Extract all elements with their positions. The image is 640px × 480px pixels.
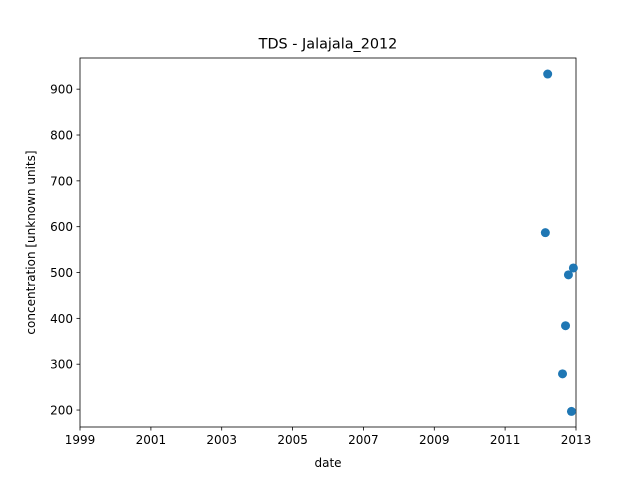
plot-frame [79,57,577,428]
x-axis: 1999 2001 2003 2005 2007 2009 2011 2013 [65,427,592,447]
data-point [561,321,571,331]
y-tick-label: 200 [50,404,73,418]
x-tick-label: 2007 [348,433,379,447]
y-tick-label: 500 [50,266,73,280]
data-point [568,263,578,273]
x-tick-label: 2003 [206,433,237,447]
y-tick-label: 400 [50,312,73,326]
x-tick-label: 2005 [277,433,308,447]
x-tick-label: 2011 [490,433,521,447]
y-axis-label: concentration [unknown units] [24,150,38,334]
y-tick-label: 900 [50,83,73,97]
y-tick-label: 300 [50,358,73,372]
data-point [566,406,576,416]
y-tick-label: 800 [50,129,73,143]
chart-title: TDS - Jalajala_2012 [258,37,398,53]
y-tick-label: 700 [50,174,73,188]
plot-area [79,57,577,428]
y-tick-label: 600 [50,220,73,234]
data-point [543,69,553,79]
y-axis: 200 300 400 500 600 700 800 900 [50,83,80,418]
x-tick-label: 1999 [65,433,96,447]
x-tick-label: 2001 [136,433,167,447]
data-point [563,270,573,280]
x-tick-label: 2013 [561,433,592,447]
data-point [540,228,550,238]
data-point [558,369,568,379]
x-tick-label: 2009 [419,433,450,447]
data-points [540,69,578,416]
x-axis-label: date [314,456,341,470]
